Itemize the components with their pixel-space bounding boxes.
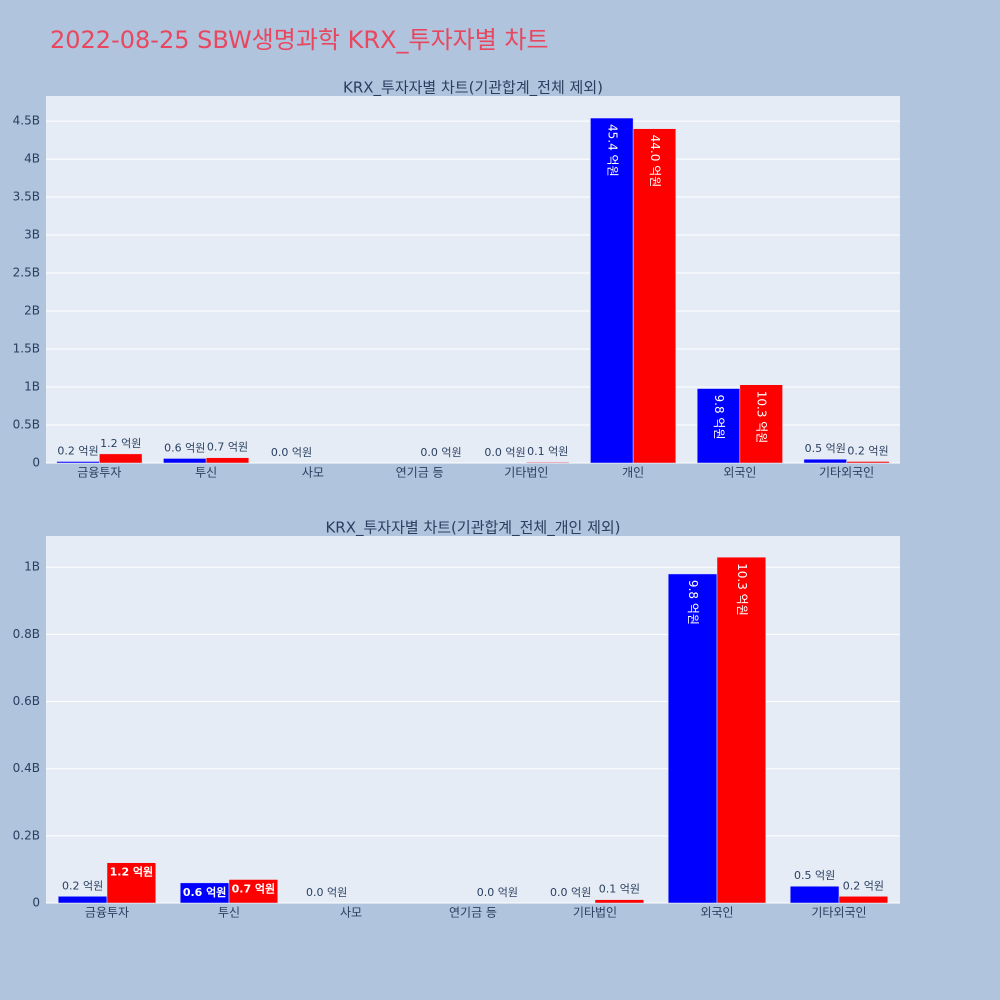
value-label: 0.6 억원: [183, 885, 227, 899]
value-label: 0.7 억원: [232, 881, 276, 895]
value-label: 0.7 억원: [207, 441, 248, 454]
value-label: 45.4 억원: [605, 124, 619, 177]
bar: [803, 458, 847, 464]
x-tick-label: 기타외국인: [811, 906, 866, 920]
x-tick-label: 외국인: [723, 466, 756, 480]
y-tick-label: 1.5B: [13, 342, 40, 356]
bar: [789, 885, 840, 904]
bar: [99, 453, 143, 464]
value-label: 0.0 억원: [484, 446, 525, 459]
y-tick-label: 0.8B: [13, 627, 40, 641]
bar: [590, 117, 634, 464]
value-label: 0.0 억원: [550, 886, 591, 899]
plot-area: [46, 536, 900, 903]
x-tick-label: 개인: [622, 466, 644, 480]
value-label: 1.2 억원: [100, 437, 141, 450]
y-tick-label: 0.4B: [13, 761, 40, 775]
bar: [716, 556, 767, 904]
x-tick-label: 기타법인: [573, 906, 617, 920]
y-tick-label: 4B: [24, 152, 40, 166]
bar: [526, 461, 570, 464]
bar: [667, 573, 718, 904]
value-label: 1.2 억원: [110, 865, 154, 879]
bar: [632, 128, 677, 464]
x-tick-label: 금융투자: [85, 906, 129, 920]
y-tick-label: 1B: [24, 560, 40, 574]
x-tick-label: 기타법인: [504, 466, 548, 480]
y-tick-label: 0: [32, 456, 40, 470]
y-tick-label: 2.5B: [13, 266, 40, 280]
y-tick-label: 4.5B: [13, 114, 40, 128]
bar: [106, 862, 157, 904]
value-label: 0.0 억원: [420, 446, 461, 459]
bar: [696, 388, 741, 464]
x-tick-label: 투신: [218, 906, 240, 920]
y-tick-label: 1B: [24, 380, 40, 394]
bar: [739, 384, 783, 464]
y-tick-label: 2B: [24, 304, 40, 318]
y-tick-label: 3.5B: [13, 190, 40, 204]
x-tick-label: 외국인: [700, 906, 733, 920]
y-tick-label: 3B: [24, 228, 40, 242]
chart-title: KRX_투자자별 차트(기관합계_전체_개인 제외): [325, 519, 620, 538]
value-label: 9.8 억원: [686, 580, 700, 625]
x-tick-label: 투신: [195, 466, 217, 480]
x-tick-label: 금융투자: [77, 466, 121, 480]
value-label: 10.3 억원: [735, 563, 749, 616]
x-tick-label: 기타외국인: [819, 466, 874, 480]
y-tick-label: 0: [32, 896, 40, 910]
bar: [57, 896, 108, 904]
bar: [205, 457, 250, 464]
value-label: 0.1 억원: [527, 445, 568, 458]
bar: [594, 899, 645, 904]
value-label: 44.0 억원: [648, 135, 662, 188]
bar: [838, 896, 889, 904]
value-label: 10.3 억원: [755, 391, 769, 444]
bar: [228, 879, 279, 904]
value-label: 0.0 억원: [306, 886, 347, 899]
bar: [846, 461, 890, 464]
y-tick-label: 0.6B: [13, 694, 40, 708]
x-tick-label: 연기금 등: [449, 906, 497, 920]
y-tick-label: 0.5B: [13, 418, 40, 432]
value-label: 0.5 억원: [805, 442, 846, 455]
value-label: 0.2 억원: [62, 879, 103, 892]
bar: [163, 458, 207, 464]
y-tick-label: 0.2B: [13, 828, 40, 842]
bar: [56, 461, 100, 464]
x-tick-label: 사모: [340, 906, 362, 920]
value-label: 0.1 억원: [599, 883, 640, 896]
x-tick-label: 연기금 등: [396, 466, 444, 480]
x-tick-label: 사모: [302, 466, 324, 480]
value-label: 0.0 억원: [477, 886, 518, 899]
value-label: 9.8 억원: [712, 395, 726, 440]
value-label: 0.0 억원: [271, 446, 312, 459]
value-label: 0.5 억원: [794, 869, 835, 882]
value-label: 0.2 억원: [843, 879, 884, 892]
page-title: 2022-08-25 SBW생명과학 KRX_투자자별 차트: [50, 26, 549, 54]
chart-title: KRX_투자자별 차트(기관합계_전체 제외): [343, 79, 603, 98]
value-label: 0.2 억원: [847, 444, 888, 457]
value-label: 0.6 억원: [164, 441, 205, 454]
value-label: 0.2 억원: [57, 444, 98, 457]
